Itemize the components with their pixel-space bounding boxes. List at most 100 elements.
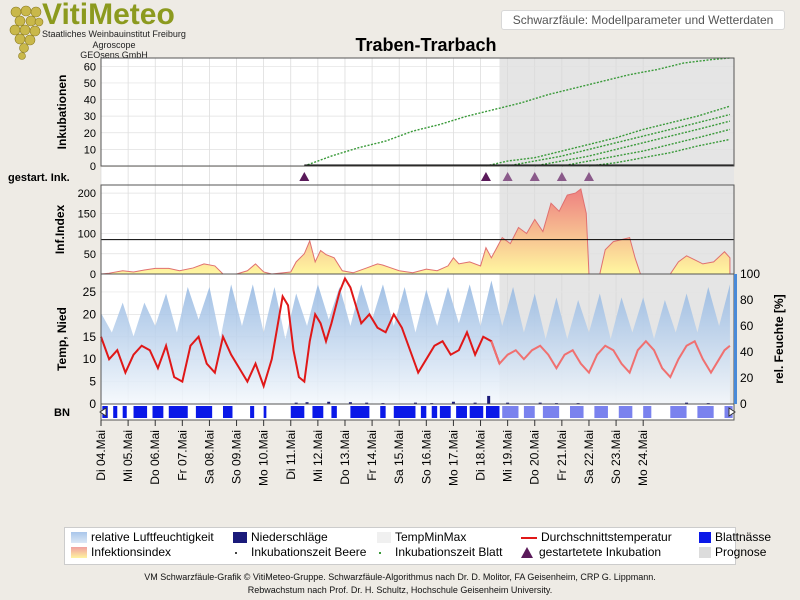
scroll-right-icon xyxy=(728,407,736,417)
x-tick-label: Sa 08.Mai xyxy=(202,430,216,484)
x-tick-label: So 16.Mai xyxy=(419,430,433,484)
leaf-wetness-bar xyxy=(542,406,560,418)
leaf-wetness-bar xyxy=(312,406,324,418)
avg-temp-line xyxy=(100,276,501,390)
x-tick-label: Mo 24.Mai xyxy=(636,430,650,486)
x-tick-label: Mi 19.Mai xyxy=(501,430,515,482)
grapes-icon xyxy=(9,5,44,60)
x-tick-label: Di 04.Mai xyxy=(94,430,108,481)
vitimeteo-logo: VitiMeteo Staatliches Weinbauinstitut Fr… xyxy=(4,0,186,60)
precipitation-bar xyxy=(473,402,477,404)
legend-swatch-infidx xyxy=(71,547,87,558)
precipitation-bar xyxy=(413,402,417,404)
precipitation-bar xyxy=(305,402,309,404)
precipitation-bar xyxy=(538,402,542,404)
inc-series-line-5 xyxy=(588,138,731,167)
temp-tick-label: 10 xyxy=(83,352,97,366)
x-tick-label: Sa 22.Mai xyxy=(582,430,596,484)
x-tick-label: Fr 07.Mai xyxy=(175,430,189,481)
x-tick-label: Mi 12.Mai xyxy=(311,430,325,482)
avg-temp-line-forecast xyxy=(490,339,731,379)
leaf-wetness-bar xyxy=(168,406,188,418)
humidity-tick-label: 80 xyxy=(740,293,754,307)
humidity-tick-label: 20 xyxy=(740,371,754,385)
x-tick-label: So 23.Mai xyxy=(609,430,623,484)
leaf-wetness-bar xyxy=(113,406,118,418)
leaf-wetness-bar xyxy=(502,406,519,418)
legend-swatch-avgtemp xyxy=(521,537,537,539)
temp-tick-label: 20 xyxy=(83,307,97,321)
started-infection-marker xyxy=(529,172,540,181)
leaf-wetness-bar xyxy=(643,406,652,418)
leaf-wetness-bar xyxy=(439,406,451,418)
inc-tick-label: 60 xyxy=(84,61,96,73)
started-infection-marker xyxy=(480,172,491,181)
inc-tick-label: 40 xyxy=(84,95,96,107)
leaf-wetness-bar xyxy=(380,406,386,418)
leaf-wetness-bar xyxy=(618,406,633,418)
footer-line-1: VM Schwarzfäule-Grafik © VitiMeteo-Grupp… xyxy=(144,572,656,582)
leaf-wetness-bar xyxy=(594,406,608,418)
started-infections-title: gestart. Ink. xyxy=(8,172,70,184)
footer-line-2: Rebwachstum nach Prof. Dr. H. Schultz, H… xyxy=(247,585,553,595)
precipitation-bar xyxy=(506,402,510,404)
leaf-wetness-bar xyxy=(195,406,213,418)
leaf-wetness-bar xyxy=(469,406,484,418)
scroll-left-icon xyxy=(99,407,107,417)
leaf-wetness-bar xyxy=(523,406,535,418)
brand-name: VitiMeteo xyxy=(42,0,175,31)
x-tick-label: Di 11.Mai xyxy=(284,430,298,480)
leaf-wetness-bar xyxy=(222,406,233,418)
panel-border-inc xyxy=(100,57,735,167)
leaf-wetness-bar xyxy=(456,406,467,418)
legend-swatch-forecast xyxy=(699,547,711,558)
leaf-wetness-bar xyxy=(250,406,255,418)
inf-tick-label: 100 xyxy=(78,229,96,241)
x-tick-label: Mo 10.Mai xyxy=(257,430,271,486)
legend: relative Luftfeuchtigkeit Niederschläge … xyxy=(64,527,771,565)
started-infection-marker xyxy=(583,172,594,181)
leaf-wetness-bar xyxy=(485,406,500,418)
leaf-wetness-bar xyxy=(152,406,164,418)
legend-label-rh: relative Luftfeuchtigkeit xyxy=(91,530,214,544)
precipitation-bar xyxy=(294,402,298,404)
precipitation-bar xyxy=(487,395,491,404)
legend-label-precip: Niederschläge xyxy=(251,530,328,544)
inc-series-line-1 xyxy=(485,105,731,167)
legend-swatch-rh xyxy=(71,532,87,543)
infection-index-axis-title: Inf.Index xyxy=(53,205,67,255)
humidity-tick-label: 40 xyxy=(740,345,754,359)
legend-swatch-incleaf xyxy=(379,552,381,554)
x-tick-label: Fr 14.Mai xyxy=(365,430,379,481)
leaf-wetness-title: BN xyxy=(54,407,70,419)
leaf-wetness-bar xyxy=(263,406,267,418)
humidity-tick-label: 0 xyxy=(740,397,747,411)
inf-tick-label: 200 xyxy=(78,188,96,200)
precipitation-bar xyxy=(451,401,455,404)
started-infection-marker xyxy=(556,172,567,181)
legend-label-leafwet: Blattnässe xyxy=(715,530,772,544)
inc-tick-label: 10 xyxy=(84,144,96,156)
humidity-axis-bar xyxy=(734,274,737,404)
leaf-wetness-bar xyxy=(569,406,584,418)
leaf-wetness-bar xyxy=(350,406,370,418)
inc-tick-label: 50 xyxy=(84,78,96,90)
legend-swatch-tempminmax xyxy=(377,532,391,543)
x-tick-label: So 09.Mai xyxy=(230,430,244,484)
temp-tick-label: 25 xyxy=(83,285,97,299)
inc-series-line-2 xyxy=(507,113,731,167)
leaf-wetness-bar xyxy=(393,406,416,418)
legend-swatch-leafwet xyxy=(699,532,711,543)
precipitation-bar xyxy=(348,402,352,404)
chart-title: Traben-Trarbach xyxy=(355,35,497,55)
started-infection-marker xyxy=(299,172,310,181)
x-tick-label: Do 20.Mai xyxy=(528,430,542,485)
humidity-axis-title: rel. Feuchte [%] xyxy=(772,294,786,383)
temp-tick-label: 5 xyxy=(89,375,96,389)
chart-subtitle: Schwarzfäule: Modellparameter und Wetter… xyxy=(501,10,785,30)
precipitation-bar xyxy=(327,401,331,404)
incubation-axis-title: Inkubationen xyxy=(55,75,69,150)
x-tick-label: Mi 05.Mai xyxy=(121,430,135,482)
